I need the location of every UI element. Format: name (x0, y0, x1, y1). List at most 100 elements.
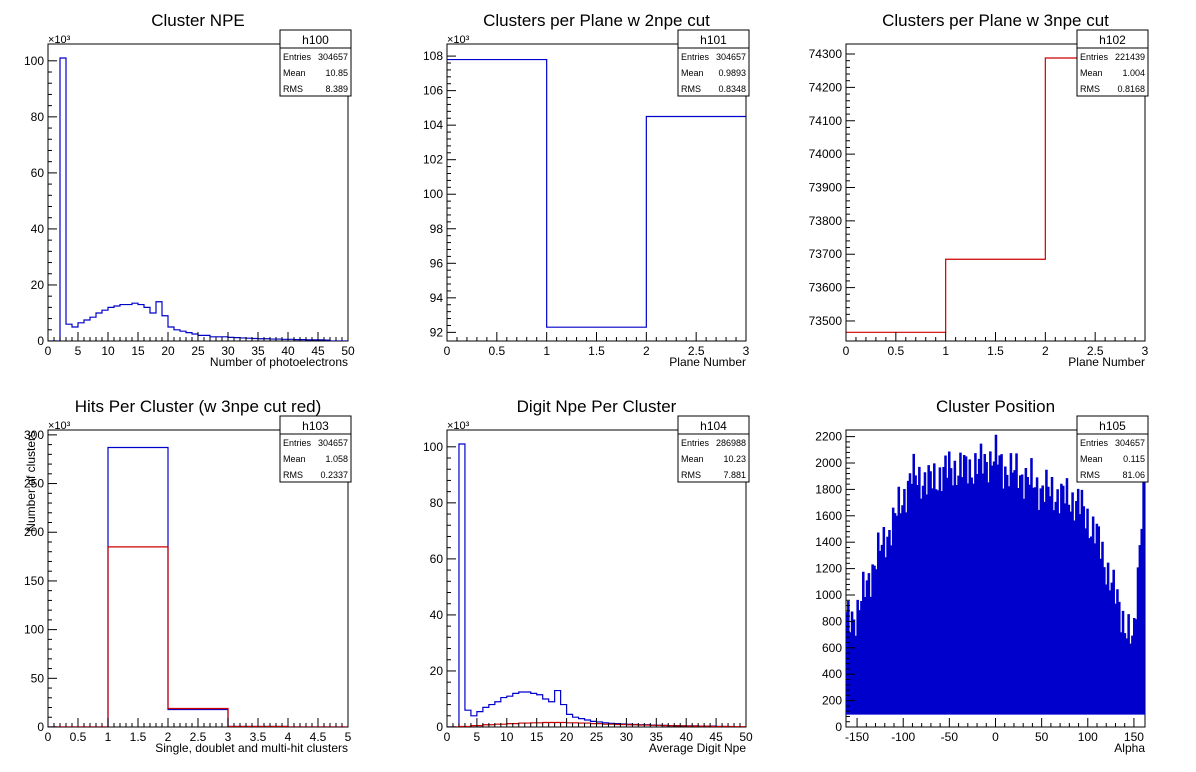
chart-panel-4: Hits Per Cluster (w 3npe cut red) 0 0.5 1 1.… (24, 397, 352, 755)
y-tick-label: 100 (423, 187, 443, 201)
x-tick-label: 3 (225, 730, 232, 744)
x-tick-label: 3 (743, 344, 750, 358)
y-tick-label: 1000 (815, 588, 842, 602)
stats-value: 8.389 (325, 84, 348, 94)
y-tick-label: 106 (423, 84, 443, 98)
stats-value: 304657 (318, 438, 348, 448)
x-tick-label: 1.5 (987, 344, 1004, 358)
stats-box-name: h105 (1099, 419, 1126, 433)
x-axis-label: Alpha (1114, 741, 1145, 755)
y-tick-label: 200 (24, 525, 44, 539)
stats-label: Entries (681, 52, 710, 62)
stats-value: 1.058 (325, 454, 348, 464)
x-tick-label: 20 (161, 344, 175, 358)
y-tick-label: 600 (822, 641, 842, 655)
y-tick-label: 100 (24, 623, 44, 637)
y-tick-label: 80 (31, 110, 45, 124)
stats-label: RMS (681, 470, 701, 480)
x-tick-label: 2.5 (1087, 344, 1104, 358)
series-group (447, 443, 746, 727)
axis-exponent: ×10³ (48, 420, 71, 432)
y-tick-label: 74300 (809, 47, 843, 61)
x-tick-label: 0 (45, 344, 52, 358)
x-axis-label: Number of photoelectrons (210, 355, 348, 369)
y-tick-label: 40 (31, 222, 45, 236)
y-tick-label: 20 (31, 278, 45, 292)
chart-title: Cluster NPE (151, 11, 245, 30)
stats-value: 10.23 (723, 454, 746, 464)
y-tick-label: 74200 (809, 80, 843, 94)
stats-value: 286988 (716, 438, 746, 448)
y-tick-label: 1200 (815, 562, 842, 576)
axis-exponent: ×10³ (48, 34, 71, 46)
x-axis-label: Single, doublet and multi-hit clusters (155, 741, 348, 755)
series-line-1 (846, 434, 1145, 715)
stats-label: RMS (1080, 84, 1100, 94)
chart-title: Cluster Position (936, 397, 1055, 416)
x-axis-label: Plane Number (1068, 355, 1145, 369)
chart-title: Clusters per Plane w 3npe cut (882, 11, 1109, 30)
x-tick-label: 45 (709, 730, 723, 744)
stats-box-frame (279, 29, 352, 97)
stats-value: 0.9893 (718, 68, 746, 78)
y-tick-label: 104 (423, 118, 443, 132)
x-tick-label: 40 (680, 730, 694, 744)
series-group (48, 446, 348, 727)
y-tick-label: 2200 (815, 430, 842, 444)
series-group (48, 57, 348, 341)
x-tick-label: 50 (341, 344, 355, 358)
stats-value: 0.2337 (320, 470, 348, 480)
x-tick-label: 5 (345, 730, 352, 744)
chart-panel-6: Cluster Position -150 -100 -50 0 50 100 150 0 200… (815, 397, 1149, 755)
y-tick-label: 0 (835, 720, 842, 734)
y-tick-label: 0 (37, 720, 44, 734)
stats-value: 0.115 (1123, 454, 1145, 464)
stats-box-name: h100 (302, 33, 329, 47)
y-tick-label: 0 (37, 334, 44, 348)
x-tick-label: -100 (891, 730, 915, 744)
stats-label: Entries (1080, 52, 1109, 62)
stats-label: Entries (283, 438, 312, 448)
stats-value: 304657 (716, 52, 746, 62)
x-axis-label: Plane Number (669, 355, 746, 369)
stats-label: Entries (1080, 438, 1109, 448)
stats-label: Mean (283, 68, 306, 78)
stats-box: h105 Entries 304657 Mean 0.115 RMS 81.06 (1076, 415, 1149, 483)
x-tick-label: 100 (1078, 730, 1098, 744)
x-tick-label: 2 (165, 730, 172, 744)
series-group (846, 57, 1145, 333)
stats-box-frame (1076, 415, 1149, 483)
y-tick-label: 50 (31, 671, 45, 685)
stats-value: 0.8348 (718, 84, 746, 94)
y-tick-label: 300 (24, 428, 44, 442)
stats-value: 7.881 (723, 470, 746, 480)
stats-box-frame (677, 29, 750, 97)
x-tick-label: 1 (105, 730, 112, 744)
y-tick-label: 1400 (815, 535, 842, 549)
chart-title: Digit Npe Per Cluster (517, 397, 677, 416)
y-tick-label: 40 (430, 608, 444, 622)
x-tick-label: 0.5 (70, 730, 87, 744)
y-tick-label: 74000 (809, 147, 843, 161)
x-tick-label: 0 (45, 730, 52, 744)
stats-label: Entries (681, 438, 710, 448)
x-tick-label: -150 (845, 730, 869, 744)
x-tick-label: 50 (1035, 730, 1049, 744)
stats-value: 221439 (1115, 52, 1145, 62)
x-tick-label: 30 (221, 344, 235, 358)
y-axis-label: Number of clusters (24, 431, 38, 532)
stats-value: 1.004 (1122, 68, 1145, 78)
x-tick-label: 0.5 (887, 344, 904, 358)
stats-box: h104 Entries 286988 Mean 10.23 RMS 7.881 (677, 415, 750, 483)
x-tick-label: 1.5 (130, 730, 147, 744)
x-tick-label: 0 (444, 344, 451, 358)
axis-exponent: ×10³ (447, 34, 470, 46)
x-tick-label: 2.5 (190, 730, 207, 744)
y-tick-label: 250 (24, 477, 44, 491)
y-tick-label: 96 (430, 256, 444, 270)
y-tick-label: 60 (31, 166, 45, 180)
chart-panel-3: Clusters per Plane w 3npe cut 0 0.5 1 1.5 2 2.… (809, 11, 1149, 369)
x-tick-label: 25 (191, 344, 205, 358)
series-line-1 (48, 446, 348, 727)
stats-box-frame (677, 415, 750, 483)
